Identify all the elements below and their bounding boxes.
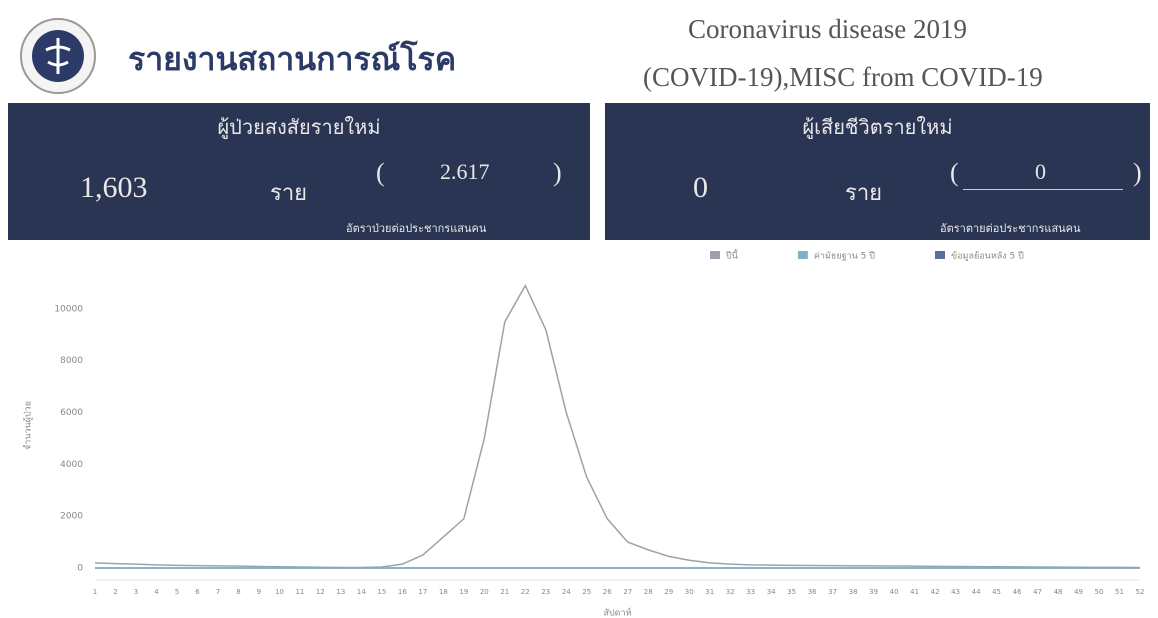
x-tick-label: 51 — [1115, 588, 1124, 596]
x-tick-label: 42 — [931, 588, 940, 596]
x-tick-label: 14 — [357, 588, 366, 596]
underline — [963, 189, 1123, 190]
series-line — [94, 283, 1141, 569]
x-tick-label: 41 — [910, 588, 919, 596]
y-tick-label: 0 — [77, 564, 83, 574]
card: ผู้เสียชีวิตรายใหม่ 0 ราย ( 0 ) อัตราตาย… — [605, 103, 1150, 240]
count: 1,603 — [80, 171, 148, 204]
x-tick-label: 31 — [705, 588, 714, 596]
x-tick-label: 24 — [562, 588, 571, 596]
rate: 0 — [1035, 159, 1046, 184]
x-tick-label: 40 — [890, 588, 899, 596]
x-tick-label: 2 — [113, 588, 117, 596]
x-tick-label: 25 — [582, 588, 591, 596]
logo — [20, 18, 96, 94]
x-tick-label: 39 — [869, 588, 878, 596]
unit: ราย — [845, 181, 883, 206]
x-tick-label: 27 — [623, 588, 632, 596]
legend-swatch — [710, 251, 720, 259]
x-tick-label: 19 — [459, 588, 468, 596]
x-tick-label: 35 — [787, 588, 796, 596]
x-tick-label: 34 — [767, 588, 776, 596]
legend-swatch — [797, 251, 808, 259]
x-tick-label: 9 — [257, 588, 261, 596]
x-tick-label: 48 — [1054, 588, 1063, 596]
x-tick-label: 1 — [93, 588, 97, 596]
paren: ) — [1133, 158, 1142, 187]
y-tick-label: 2000 — [60, 512, 83, 522]
x-tick-label: 30 — [685, 588, 694, 596]
legend-label: ปีนี้ — [726, 249, 739, 262]
x-tick-label: 16 — [398, 588, 407, 596]
paren: ) — [553, 158, 562, 187]
y-tick-label: 6000 — [60, 408, 83, 418]
paren: ( — [950, 158, 959, 187]
x-tick-label: 20 — [480, 588, 489, 596]
legend-label: ค่ามัธยฐาน 5 ปี — [814, 251, 875, 262]
x-tick-label: 17 — [418, 588, 427, 596]
legend-label: ข้อมูลย้อนหลัง 5 ปี — [951, 251, 1024, 262]
x-tick-label: 36 — [808, 588, 817, 596]
y-axis-label: จำนวนผู้ป่วย — [23, 401, 34, 450]
rate-label: อัตราป่วยต่อประชากรแสนคน — [346, 222, 487, 235]
x-tick-label: 52 — [1136, 588, 1145, 596]
x-tick-label: 29 — [664, 588, 673, 596]
x-tick-label: 22 — [521, 588, 530, 596]
x-tick-label: 43 — [951, 588, 960, 596]
x-axis-label: สัปดาห์ — [603, 607, 631, 618]
x-tick-label: 4 — [154, 588, 159, 596]
x-tick-label: 26 — [603, 588, 612, 596]
unit: ราย — [270, 181, 308, 206]
x-tick-label: 5 — [175, 588, 179, 596]
x-tick-label: 7 — [216, 588, 220, 596]
rate: 2.617 — [440, 159, 490, 184]
x-tick-label: 21 — [500, 588, 509, 596]
card-title: ผู้เสียชีวิตรายใหม่ — [802, 115, 953, 139]
x-tick-label: 28 — [644, 588, 653, 596]
x-tick-label: 47 — [1033, 588, 1042, 596]
x-tick-label: 45 — [992, 588, 1001, 596]
x-tick-label: 8 — [236, 588, 240, 596]
y-tick-label: 4000 — [60, 460, 83, 470]
paren: ( — [376, 158, 385, 187]
x-tick-label: 11 — [295, 588, 304, 596]
x-tick-label: 37 — [828, 588, 837, 596]
x-tick-label: 23 — [541, 588, 550, 596]
x-tick-label: 3 — [134, 588, 138, 596]
x-tick-label: 18 — [439, 588, 448, 596]
x-tick-label: 33 — [746, 588, 755, 596]
x-tick-label: 15 — [377, 588, 386, 596]
x-tick-label: 13 — [336, 588, 345, 596]
subtitle: Coronavirus disease 2019 — [688, 14, 967, 44]
x-tick-label: 10 — [275, 588, 284, 596]
card-title: ผู้ป่วยสงสัยรายใหม่ — [217, 115, 381, 139]
subtitle: (COVID-19),MISC from COVID-19 — [643, 62, 1043, 92]
x-tick-label: 32 — [726, 588, 735, 596]
x-tick-label: 44 — [972, 588, 981, 596]
x-tick-label: 46 — [1013, 588, 1022, 596]
legend-swatch — [934, 251, 945, 259]
rate-label: อัตราตายต่อประชากรแสนคน — [940, 222, 1081, 235]
y-tick-label: 8000 — [60, 356, 83, 366]
count: 0 — [693, 171, 708, 204]
x-tick-label: 38 — [849, 588, 858, 596]
x-tick-label: 12 — [316, 588, 325, 596]
y-tick-label: 10000 — [54, 304, 83, 314]
x-tick-label: 49 — [1074, 588, 1083, 596]
card: ผู้ป่วยสงสัยรายใหม่ 1,603 ราย ( 2.617 ) … — [8, 103, 590, 240]
x-tick-label: 50 — [1095, 588, 1104, 596]
header-title: รายงานสถานการณ์โรค — [128, 40, 457, 78]
x-tick-label: 6 — [195, 588, 200, 596]
